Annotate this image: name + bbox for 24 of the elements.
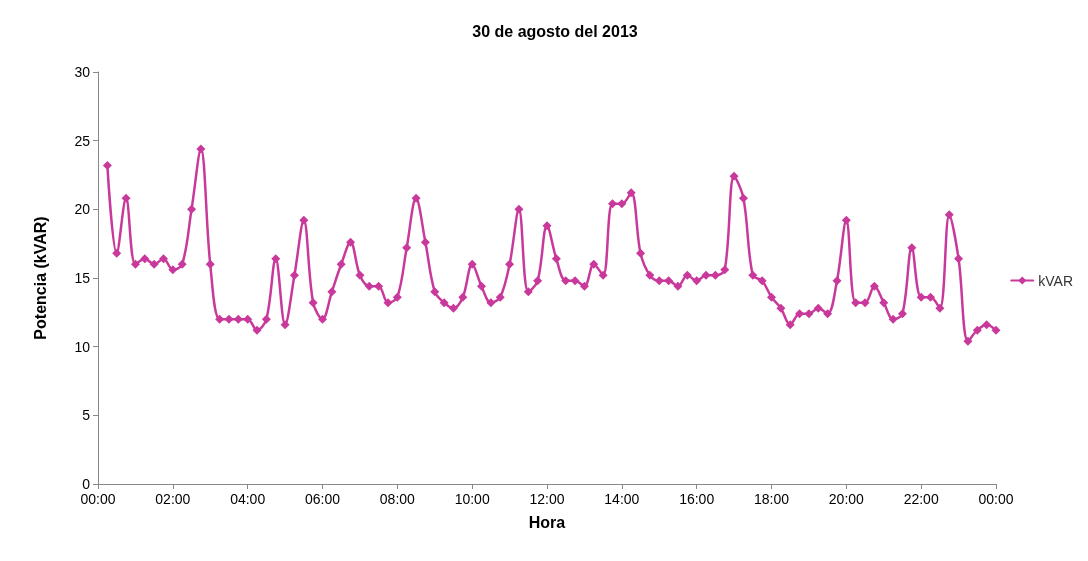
chart-title: 30 de agosto del 2013: [472, 22, 638, 40]
y-tick-label: 10: [74, 338, 91, 355]
x-tick-label: 00:00: [978, 491, 1014, 507]
x-tick-label: 14:00: [604, 491, 640, 507]
y-tick-label: 25: [74, 132, 91, 149]
x-tick-label: 16:00: [679, 491, 715, 507]
x-tick-label: 20:00: [828, 491, 865, 507]
x-tick-label: 00:00: [80, 491, 116, 507]
x-tick-label: 10:00: [454, 491, 490, 507]
x-tick-label: 12:00: [529, 491, 565, 507]
x-axis-title: Hora: [528, 513, 566, 531]
y-tick-label: 30: [74, 64, 91, 80]
y-tick-label: 20: [74, 201, 91, 218]
x-tick-label: 08:00: [379, 491, 416, 507]
y-tick-label: 15: [74, 270, 91, 286]
x-tick-label: 22:00: [903, 491, 939, 507]
y-tick-label: 0: [82, 476, 91, 492]
x-tick-label: 18:00: [753, 491, 790, 507]
x-tick-label: 06:00: [304, 491, 341, 507]
x-tick-label: 02:00: [155, 491, 191, 507]
y-axis-title: Potencia (kVAR): [31, 216, 49, 340]
y-tick-label: 5: [82, 407, 91, 424]
x-tick-label: 04:00: [230, 491, 266, 507]
legend-label: kVAR: [1038, 272, 1073, 289]
